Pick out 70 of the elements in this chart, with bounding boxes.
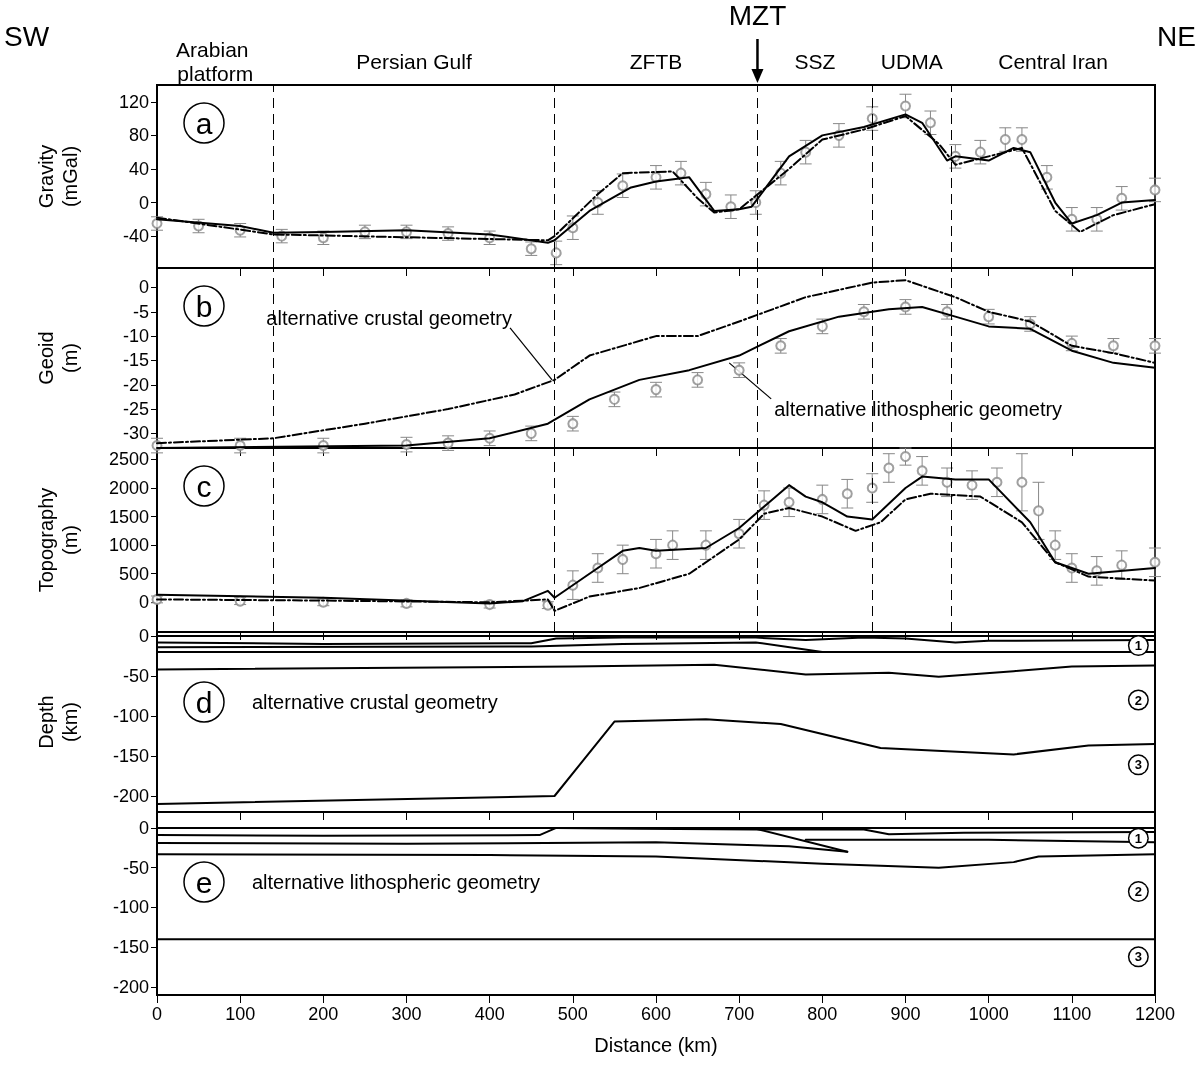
text: alternative crustal geometry bbox=[252, 691, 498, 713]
y-tick-label: 0 bbox=[138, 192, 149, 213]
annotation: alternative lithospheric geometry bbox=[774, 397, 1063, 420]
y-tick-label: 80 bbox=[128, 125, 149, 146]
y-tick-label: -10 bbox=[122, 326, 149, 347]
annotation: 2 bbox=[1134, 692, 1142, 708]
y-axis-title: Gravity (mGal) bbox=[35, 144, 81, 209]
y-tick-label: -50 bbox=[122, 857, 149, 878]
y-tick-label: -200 bbox=[112, 977, 149, 998]
text: d bbox=[195, 685, 213, 719]
y-tick-label: 500 bbox=[118, 563, 149, 584]
text: Central Iran bbox=[998, 49, 1108, 73]
x-tick-label: 800 bbox=[807, 1004, 838, 1024]
y-tick-label: -5 bbox=[132, 301, 149, 322]
text: e bbox=[195, 865, 213, 899]
y-tick-label: -150 bbox=[112, 937, 149, 958]
text: a bbox=[195, 106, 213, 140]
text: Arabian platform bbox=[176, 37, 255, 85]
text: ZFTB bbox=[629, 49, 683, 73]
y-tick-label: 1500 bbox=[108, 506, 149, 527]
text: NE bbox=[1157, 20, 1196, 52]
annotation: 1 bbox=[1134, 830, 1142, 846]
y-tick-label: 2500 bbox=[108, 449, 149, 470]
y-tick-label: 40 bbox=[128, 158, 149, 179]
x-tick-label: 700 bbox=[724, 1004, 755, 1024]
y-tick-label: 0 bbox=[138, 277, 149, 298]
x-axis-title: Distance (km) bbox=[594, 1034, 718, 1056]
text: SW bbox=[4, 20, 50, 52]
y-tick-label: -30 bbox=[122, 423, 149, 444]
annotation: 2 bbox=[1134, 884, 1142, 900]
y-axis-title: Topography (m) bbox=[35, 487, 81, 593]
annotation: 3 bbox=[1134, 949, 1142, 965]
x-tick-label: 600 bbox=[640, 1004, 672, 1024]
x-tick-label: 100 bbox=[225, 1004, 256, 1024]
text: UDMA bbox=[880, 49, 943, 73]
y-axis-title: Geoid (m) bbox=[35, 331, 81, 385]
y-tick-label: -150 bbox=[112, 746, 149, 766]
annotation: 1 bbox=[1134, 638, 1142, 654]
y-tick-label: 0 bbox=[138, 592, 149, 613]
text: b bbox=[195, 289, 213, 323]
annotation: alternative crustal geometry bbox=[266, 306, 513, 329]
x-tick-label: 500 bbox=[557, 1004, 588, 1024]
y-tick-label: -100 bbox=[112, 897, 149, 918]
annotation: 3 bbox=[1134, 757, 1142, 773]
y-tick-label: 0 bbox=[138, 817, 149, 838]
x-tick-label: 900 bbox=[890, 1004, 921, 1024]
x-tick-label: 300 bbox=[391, 1004, 422, 1024]
y-tick-label: -50 bbox=[122, 666, 149, 686]
x-tick-label: 1100 bbox=[1052, 1004, 1092, 1024]
ref-line-label: MZT bbox=[728, 0, 787, 31]
x-tick-label: 0 bbox=[151, 1004, 163, 1024]
y-tick-label: -200 bbox=[112, 786, 149, 806]
x-tick-label: 1000 bbox=[968, 1004, 1009, 1024]
text: SSZ bbox=[794, 49, 836, 73]
text: c bbox=[196, 469, 212, 503]
y-tick-label: 120 bbox=[118, 91, 149, 112]
y-tick-label: 1000 bbox=[108, 535, 149, 556]
y-tick-label: 0 bbox=[138, 626, 149, 646]
y-axis-title: Depth (km) bbox=[35, 695, 81, 749]
x-tick-label: 200 bbox=[308, 1004, 339, 1024]
x-tick-label: 1200 bbox=[1134, 1004, 1176, 1024]
x-tick-label: 400 bbox=[474, 1004, 505, 1024]
y-tick-label: -20 bbox=[122, 374, 149, 395]
y-tick-label: -25 bbox=[122, 399, 149, 420]
y-tick-label: -40 bbox=[122, 226, 149, 247]
y-tick-label: -15 bbox=[122, 350, 149, 371]
y-tick-label: -100 bbox=[112, 706, 149, 726]
text: alternative lithospheric geometry bbox=[252, 871, 540, 893]
text: Persian Gulf bbox=[356, 49, 472, 73]
y-tick-label: 2000 bbox=[108, 478, 149, 498]
